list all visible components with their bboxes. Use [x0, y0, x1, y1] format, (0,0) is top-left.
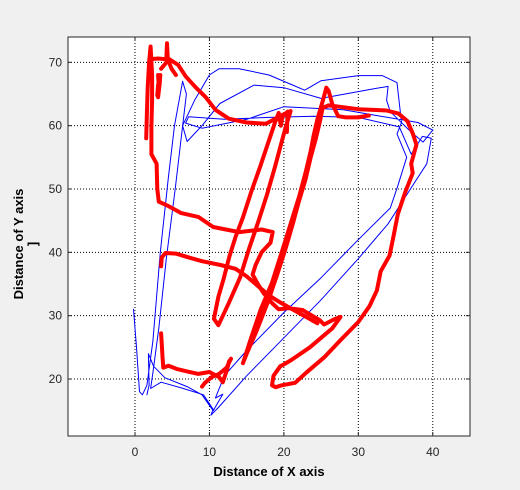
y-axis-label-extra: ] — [25, 242, 40, 246]
x-tick-label: 20 — [277, 445, 291, 459]
series-line-4 — [159, 251, 320, 326]
x-tick-label: 40 — [426, 445, 440, 459]
x-tick-label: 10 — [203, 445, 217, 459]
y-tick-label: 20 — [49, 372, 63, 386]
plot-area — [67, 36, 471, 437]
y-tick-label: 70 — [49, 55, 63, 69]
tick-marks — [68, 37, 470, 436]
tick-labels: 0 10 20 30 40 20 30 40 50 60 70 — [49, 55, 440, 459]
x-tick-label: 30 — [352, 445, 366, 459]
series-line-0 — [133, 68, 434, 416]
series-line-3 — [147, 41, 178, 77]
y-tick-label: 60 — [49, 119, 63, 133]
series-line-6 — [155, 73, 163, 100]
series-line-2 — [159, 57, 293, 328]
y-tick-label: 50 — [49, 182, 63, 196]
x-tick-label: 0 — [132, 445, 139, 459]
data-series — [133, 41, 434, 416]
y-tick-label: 30 — [49, 309, 63, 323]
series-line-1 — [144, 44, 419, 390]
series-line-5 — [159, 331, 233, 389]
x-axis-label: Distance of X axis — [213, 464, 324, 479]
y-axis-label: Distance of Y axis — [11, 189, 26, 300]
y-tick-label: 40 — [49, 245, 63, 259]
